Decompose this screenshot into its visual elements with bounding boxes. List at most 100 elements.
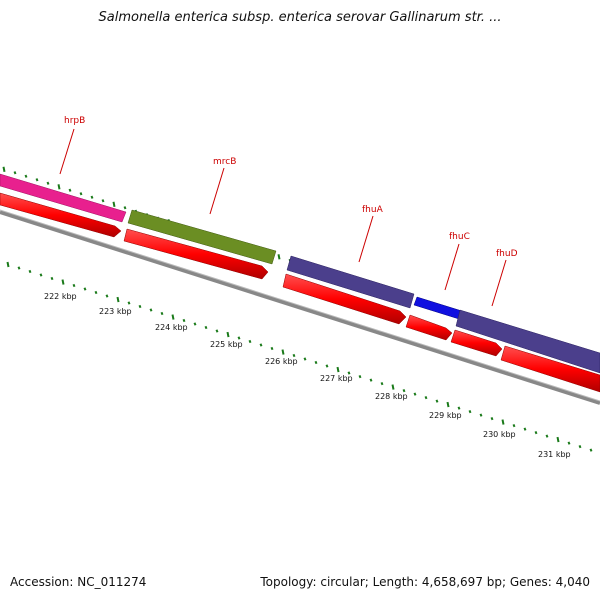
inner-tick-mark	[523, 427, 527, 431]
outer-tick-mark	[90, 195, 94, 199]
inner-tick-mark	[6, 261, 10, 268]
gene-bar-hrpb[interactable]	[0, 173, 127, 223]
inner-tick-mark	[138, 304, 142, 309]
cds-arrow-2[interactable]	[123, 228, 269, 280]
cds-arrow-5[interactable]	[450, 329, 503, 357]
inner-tick-mark	[556, 436, 560, 443]
outer-tick-mark	[123, 206, 127, 210]
kbp-label-228: 228 kbp	[375, 392, 408, 401]
gene-label-hrpb: hrpB	[64, 116, 85, 126]
inner-tick-mark	[270, 346, 274, 351]
inner-tick-mark	[347, 371, 351, 375]
inner-tick-mark	[292, 353, 296, 358]
outer-tick-mark	[57, 184, 61, 190]
gene-bar-mrcb[interactable]	[127, 209, 277, 265]
inner-tick-mark	[17, 266, 21, 270]
inner-tick-mark	[314, 360, 318, 365]
leader-line-fhuc	[444, 243, 460, 291]
cds-arrow-6[interactable]	[500, 345, 600, 393]
kbp-label-229: 229 kbp	[429, 411, 462, 420]
map-title: Salmonella enterica subsp. enterica sero…	[98, 10, 502, 25]
inner-tick-mark	[237, 336, 241, 340]
outer-tick-mark	[46, 181, 50, 185]
inner-tick-mark	[490, 417, 494, 421]
gene-label-fhud: fhuD	[496, 249, 518, 259]
inner-tick-mark	[336, 366, 340, 373]
gene-bar-fhuc[interactable]	[413, 296, 463, 320]
outer-tick-mark	[79, 192, 83, 196]
inner-tick-mark	[83, 287, 87, 291]
inner-tick-mark	[424, 396, 428, 400]
inner-tick-mark	[171, 314, 175, 320]
inner-tick-mark	[402, 389, 406, 393]
kbp-label-230: 230 kbp	[483, 430, 516, 439]
cds-arrow-3[interactable]	[282, 273, 407, 325]
inner-tick-mark	[72, 283, 76, 288]
gene-bar-fhud[interactable]	[455, 309, 600, 374]
cds-arrow-4[interactable]	[405, 314, 453, 341]
inner-tick-mark	[369, 378, 373, 382]
gene-label-fhua: fhuA	[362, 205, 384, 215]
inner-tick-mark	[116, 296, 120, 303]
outer-tick-mark	[68, 188, 72, 192]
inner-tick-mark	[457, 406, 461, 410]
inner-tick-mark	[160, 311, 164, 316]
genome-backbone-highlight	[0, 209, 600, 402]
kbp-label-227: 227 kbp	[320, 374, 353, 383]
inner-tick-mark	[127, 301, 131, 305]
inner-tick-mark	[534, 431, 538, 435]
inner-tick-mark	[303, 357, 307, 361]
inner-tick-mark	[468, 410, 472, 414]
gene-label-fhuc: fhuC	[449, 232, 470, 242]
outer-tick-mark	[112, 201, 116, 207]
leader-line-fhua	[358, 215, 374, 263]
inner-tick-mark	[501, 419, 505, 425]
inner-tick-mark	[446, 401, 450, 408]
outer-tick-mark	[2, 166, 6, 172]
gene-bar-fhua[interactable]	[286, 255, 415, 309]
genome-summary-label: Topology: circular; Length: 4,658,697 bp…	[260, 575, 590, 589]
inner-tick-mark	[380, 382, 384, 386]
inner-tick-mark	[204, 325, 208, 330]
inner-tick-mark	[226, 331, 230, 338]
inner-tick-mark	[215, 329, 219, 333]
inner-tick-mark	[589, 448, 593, 452]
genome-backbone	[0, 210, 600, 405]
kbp-label-224: 224 kbp	[155, 323, 188, 332]
kbp-label-226: 226 kbp	[265, 357, 298, 366]
inner-tick-mark	[479, 413, 483, 417]
inner-tick-mark	[578, 445, 582, 449]
inner-tick-mark	[391, 384, 395, 390]
inner-tick-mark	[50, 276, 54, 281]
inner-tick-mark	[325, 364, 329, 368]
inner-tick-mark	[358, 375, 362, 379]
outer-tick-mark	[35, 178, 39, 182]
gene-label-mrcb: mrcB	[213, 157, 236, 167]
inner-tick-mark	[105, 294, 109, 298]
cds-arrow-1[interactable]	[0, 192, 122, 238]
kbp-label-225: 225 kbp	[210, 340, 243, 349]
inner-tick-mark	[512, 424, 516, 428]
accession-label: Accession: NC_011274	[10, 575, 147, 589]
inner-tick-mark	[248, 339, 252, 344]
outer-tick-mark	[13, 171, 17, 175]
inner-tick-mark	[182, 318, 186, 323]
inner-tick-track	[6, 261, 593, 452]
inner-tick-mark	[61, 279, 65, 285]
inner-tick-mark	[567, 441, 571, 445]
leader-line-fhud	[491, 259, 507, 307]
inner-tick-mark	[39, 273, 43, 277]
outer-tick-mark	[101, 199, 105, 203]
kbp-label-222: 222 kbp	[44, 292, 77, 301]
inner-tick-mark	[281, 349, 285, 355]
leader-line-mrcb	[209, 167, 225, 215]
inner-tick-mark	[259, 343, 263, 347]
inner-tick-mark	[435, 399, 439, 403]
inner-tick-mark	[149, 308, 153, 312]
inner-tick-mark	[28, 269, 32, 274]
outer-tick-mark	[24, 174, 28, 178]
inner-tick-mark	[545, 434, 549, 438]
outer-tick-mark	[277, 254, 281, 260]
inner-tick-mark	[193, 322, 197, 326]
